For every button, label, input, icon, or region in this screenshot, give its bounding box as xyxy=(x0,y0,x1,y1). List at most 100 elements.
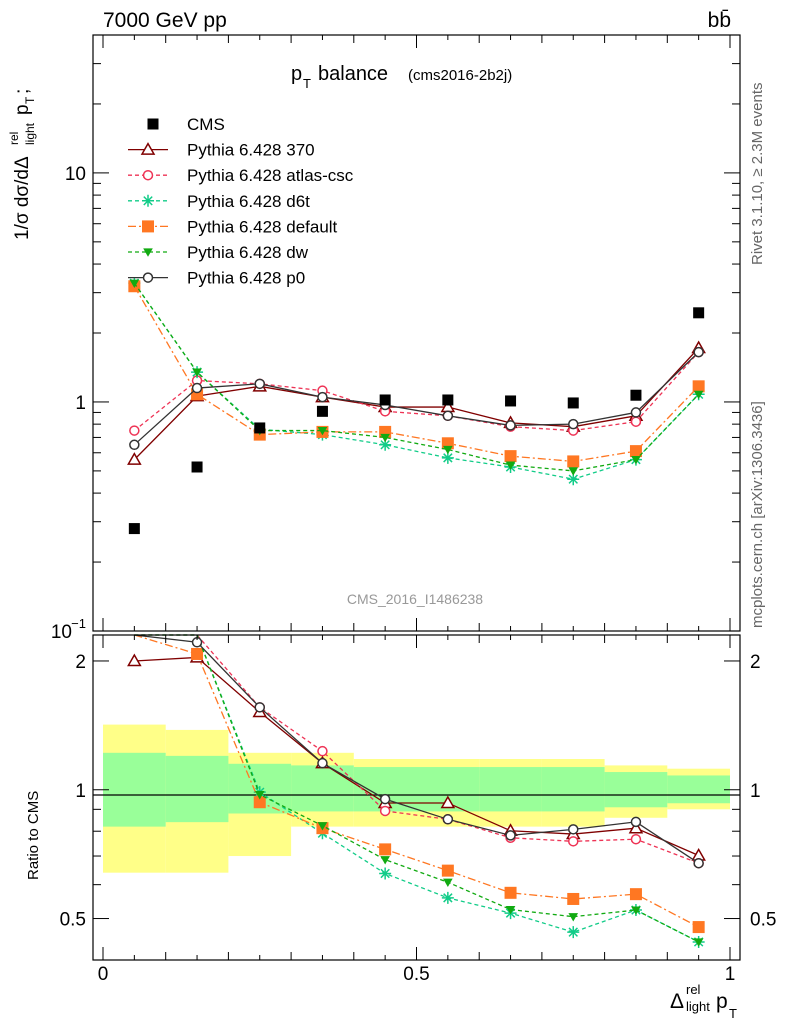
ratio-tick-label: 2 xyxy=(75,652,86,673)
legend-marker-pythia-6-428-p0 xyxy=(142,272,154,283)
energy-label: 7000 GeV pp xyxy=(103,9,227,32)
series-line-pythia-6-428-d6t xyxy=(133,282,700,480)
ratio-point-pythia-6-428-p0 xyxy=(568,824,579,835)
ratio-tick-label: 2 xyxy=(750,652,761,673)
svg-text:light: light xyxy=(23,122,37,145)
series-point-pythia-6-428-p0 xyxy=(630,407,642,418)
series-point-pythia-6-428-p0 xyxy=(505,420,516,431)
ratio-point-pythia-6-428-default xyxy=(441,864,454,877)
stat-uncertainty-band xyxy=(165,755,229,823)
svg-text:;: ; xyxy=(12,89,33,94)
ratio-point-pythia-6-428-atlas-csc xyxy=(568,836,579,847)
series-point-pythia-6-428-p0 xyxy=(693,346,704,358)
title-balance: balance xyxy=(318,63,388,85)
series-line-pythia-6-428-atlas-csc xyxy=(133,351,700,432)
ratio-point-pythia-6-428-370 xyxy=(127,653,142,667)
legend-marker-pythia-6-428-dw xyxy=(143,248,153,257)
series-point-pythia-6-428-d6t xyxy=(567,473,580,486)
series-point-pythia-6-428-atlas-csc xyxy=(630,416,642,427)
ratio-point-pythia-6-428-d6t xyxy=(567,926,580,939)
ratio-point-pythia-6-428-default xyxy=(504,886,517,899)
cms-data-point xyxy=(379,394,391,406)
cms-data-point xyxy=(442,394,454,406)
series-point-pythia-6-428-p0 xyxy=(129,439,140,451)
ratio-tick-label: 0.5 xyxy=(750,910,776,931)
series-line-pythia-6-428-dw xyxy=(133,282,700,472)
main-panel-series xyxy=(127,277,706,486)
title-pt: p xyxy=(291,63,302,85)
ratio-point-pythia-6-428-atlas-csc xyxy=(630,833,642,845)
title-pt-sub: T xyxy=(303,76,311,91)
svg-text:light: light xyxy=(686,999,710,1014)
series-point-pythia-6-428-dw xyxy=(129,279,140,288)
legend: CMS Pythia 6.428 370 Pythia 6.428 atlas-cs… xyxy=(128,115,354,288)
ratio-point-pythia-6-428-dw xyxy=(568,913,579,922)
ratio-uncertainty-bands xyxy=(103,724,730,873)
ratio-axis-label: Ratio to CMS xyxy=(25,791,42,880)
cms-data-point xyxy=(567,397,579,409)
svg-text:T: T xyxy=(23,96,37,104)
series-point-pythia-6-428-dw xyxy=(317,426,328,436)
legend-label-cms: CMS xyxy=(187,115,225,134)
svg-text:p: p xyxy=(12,104,33,115)
ratio-point-pythia-6-428-atlas-csc xyxy=(317,745,328,757)
ratio-line-pythia-6-428-atlas-csc xyxy=(134,634,699,864)
legend-label-pythia-6-428-atlas-csc: Pythia 6.428 atlas-csc xyxy=(187,166,354,185)
stat-uncertainty-band xyxy=(479,767,542,812)
x-tick-label: 0.5 xyxy=(403,964,429,985)
svg-text:rel: rel xyxy=(686,982,701,997)
y-tick-label-exponent: −1 xyxy=(71,616,86,631)
x-tick-label: 0 xyxy=(98,964,109,985)
legend-marker-pythia-6-428-370 xyxy=(140,142,156,155)
ratio-point-pythia-6-428-d6t xyxy=(379,867,392,880)
ratio-point-pythia-6-428-dw xyxy=(693,938,704,947)
ratio-point-pythia-6-428-p0 xyxy=(317,757,328,769)
main-title: p T balance (cms2016-2b2j) xyxy=(291,63,512,91)
svg-text:Δ: Δ xyxy=(670,990,684,1013)
ratio-tick-label: 1 xyxy=(75,781,86,802)
cms-data-point xyxy=(254,422,266,434)
ratio-point-pythia-6-428-dw xyxy=(631,906,641,915)
cms-data-point xyxy=(693,307,705,319)
svg-text:p: p xyxy=(716,990,728,1013)
ratio-point-pythia-6-428-dw xyxy=(505,905,516,915)
legend-label-pythia-6-428-p0: Pythia 6.428 p0 xyxy=(187,269,305,288)
stat-uncertainty-band xyxy=(604,772,668,808)
ratio-tick-label: 0.5 xyxy=(60,910,86,931)
ratio-point-pythia-6-428-default xyxy=(567,892,580,905)
ratio-point-pythia-6-428-default xyxy=(191,647,204,660)
series-line-pythia-6-428-default xyxy=(133,285,700,463)
cms-data-point xyxy=(505,395,517,407)
series-point-pythia-6-428-p0 xyxy=(317,391,328,403)
series-point-pythia-6-428-atlas-csc xyxy=(129,425,140,436)
legend-marker-pythia-6-428-atlas-csc xyxy=(142,169,154,181)
svg-text:T: T xyxy=(729,1006,737,1021)
stat-uncertainty-band xyxy=(667,775,730,804)
series-point-pythia-6-428-p0 xyxy=(568,418,579,430)
ratio-line-pythia-6-428-default xyxy=(134,634,699,928)
ratio-point-pythia-6-428-p0 xyxy=(630,816,642,828)
ratio-line-pythia-6-428-370 xyxy=(134,656,699,857)
ratio-point-pythia-6-428-default xyxy=(692,921,705,934)
y-tick-label: 10 xyxy=(65,164,86,185)
ratio-tick-label: 1 xyxy=(750,781,761,802)
series-point-pythia-6-428-p0 xyxy=(254,378,265,390)
series-point-pythia-6-428-p0 xyxy=(442,410,454,422)
y-tick-label: 1 xyxy=(75,393,86,414)
series-point-pythia-6-428-default xyxy=(504,450,517,463)
ratio-point-pythia-6-428-p0 xyxy=(254,702,265,713)
series-point-pythia-6-428-dw xyxy=(568,467,579,476)
ratio-panel-series xyxy=(127,634,706,948)
cms-data-point xyxy=(128,523,140,535)
cms-data-point xyxy=(191,461,203,473)
legend-label-pythia-6-428-dw: Pythia 6.428 dw xyxy=(187,243,309,262)
series-point-pythia-6-428-dw xyxy=(693,390,704,400)
y-tick-label: 10 xyxy=(51,622,72,643)
series-point-pythia-6-428-p0 xyxy=(191,382,203,394)
stat-uncertainty-band xyxy=(103,752,166,827)
ratio-point-pythia-6-428-default xyxy=(629,888,642,901)
watermark: CMS_2016_I1486238 xyxy=(347,591,483,607)
ratio-point-pythia-6-428-p0 xyxy=(505,830,516,841)
